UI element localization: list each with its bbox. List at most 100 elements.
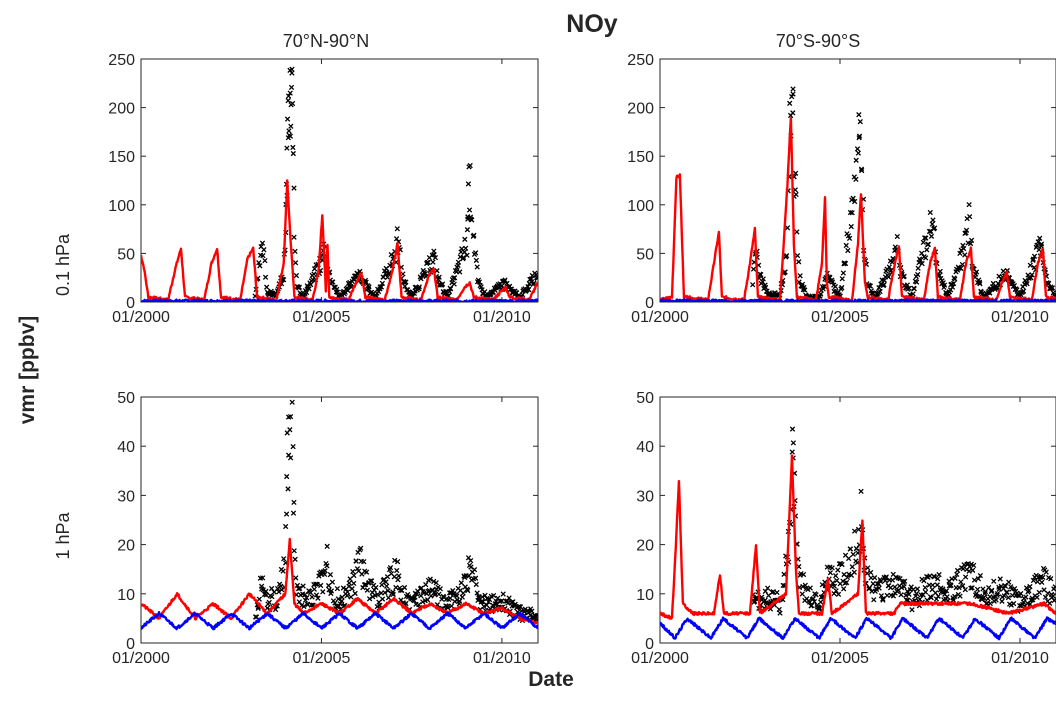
- series-obs-marker: [931, 225, 938, 231]
- series-obs-marker: [259, 240, 266, 246]
- series-obs-marker: [500, 591, 506, 597]
- series-obs-marker: [871, 575, 878, 581]
- series-obs-marker: [473, 581, 479, 588]
- series-obs-marker: [471, 566, 478, 573]
- series-obs-marker: [765, 585, 771, 591]
- row-label-bottom: 1 hPa: [53, 511, 73, 559]
- series-obs-marker: [351, 580, 357, 587]
- series-obs-marker: [906, 591, 912, 597]
- series-obs-marker: [374, 591, 381, 598]
- series-obs-marker: [384, 274, 391, 280]
- series-obs-marker: [512, 601, 518, 607]
- series-obs-marker: [930, 217, 936, 223]
- y-tick-label: 0: [126, 636, 135, 653]
- y-tick-label: 40: [636, 439, 654, 456]
- series-obs-marker: [432, 254, 439, 261]
- series-obs-marker: [297, 585, 303, 592]
- series-obs-marker: [962, 574, 969, 580]
- y-tick-label: 100: [108, 198, 135, 215]
- series-obs-marker: [392, 557, 398, 564]
- series-obs-marker: [291, 234, 297, 240]
- series-obs-marker: [456, 598, 463, 604]
- series-obs-marker: [285, 59, 291, 60]
- series-obs-marker: [999, 598, 1005, 604]
- series-model_a-line: [141, 179, 538, 302]
- series-obs-marker: [796, 279, 802, 285]
- series-obs-marker: [400, 271, 406, 277]
- y-tick-label: 50: [636, 246, 654, 263]
- series-obs-marker: [474, 264, 480, 270]
- series-obs-marker: [481, 603, 487, 610]
- series-obs-marker: [927, 209, 933, 216]
- series-model_b-line: [141, 298, 538, 302]
- series-obs-marker: [950, 280, 957, 287]
- y-tick-label: 0: [126, 295, 135, 312]
- series-obs-marker: [870, 581, 876, 587]
- series-obs-marker: [922, 589, 929, 595]
- series-obs-marker: [285, 93, 292, 99]
- series-obs-marker: [370, 594, 376, 600]
- series-obs-marker: [847, 546, 854, 552]
- series-obs-marker: [920, 239, 926, 246]
- series-obs-marker: [1026, 587, 1032, 594]
- series-obs-marker: [922, 255, 929, 261]
- series-obs-marker: [827, 570, 834, 576]
- series-obs-marker: [1037, 235, 1043, 241]
- series-obs-marker: [395, 577, 401, 583]
- series-obs-marker: [1043, 569, 1049, 575]
- series-obs-marker: [1005, 594, 1012, 601]
- series-obs-marker: [363, 279, 369, 285]
- series-obs-marker: [534, 616, 538, 623]
- x-tick-label: 01/2000: [112, 650, 170, 667]
- series-obs-marker: [976, 279, 983, 285]
- series-obs-marker: [328, 588, 335, 594]
- plot-area: [141, 59, 538, 302]
- series-obs-marker: [303, 289, 310, 296]
- series-obs-marker: [292, 556, 298, 562]
- series-obs-marker: [379, 280, 386, 287]
- series-obs-marker: [840, 270, 847, 276]
- series-obs-marker: [309, 594, 315, 600]
- series-obs-marker: [455, 259, 462, 265]
- series-obs-marker: [479, 594, 486, 600]
- series-obs-marker: [1014, 287, 1020, 293]
- series-obs-marker: [911, 286, 917, 292]
- y-tick-label: 250: [108, 52, 135, 69]
- series-obs-marker: [416, 284, 422, 290]
- series-obs-marker: [975, 576, 982, 582]
- series-obs-marker: [290, 510, 297, 516]
- series-obs-marker: [977, 281, 983, 287]
- series-obs-marker: [502, 277, 508, 283]
- series-obs-marker: [950, 597, 957, 603]
- series-obs-marker: [876, 585, 882, 591]
- y-tick-label: 200: [627, 101, 654, 118]
- series-obs-marker: [1031, 253, 1038, 259]
- series-obs-marker: [881, 277, 887, 283]
- series-obs-marker: [848, 223, 854, 230]
- panel-north-0p1hpa: 0 50 100 150 200 250 01/2000 01/2005 01/2010: [108, 52, 539, 326]
- series-obs-marker: [368, 578, 375, 584]
- series-obs-marker: [337, 601, 343, 607]
- series-obs-marker: [262, 274, 269, 280]
- series-obs-marker: [296, 284, 302, 290]
- series-obs-marker: [488, 289, 495, 295]
- x-tick-label: 01/2010: [473, 650, 531, 667]
- series-obs-marker: [993, 597, 999, 603]
- y-tick-label: 20: [636, 538, 654, 555]
- series-obs-marker: [394, 226, 400, 232]
- series-obs-marker: [970, 567, 976, 573]
- series-obs-marker: [843, 579, 850, 586]
- plot-area: [141, 399, 538, 631]
- series-obs-marker: [865, 565, 871, 571]
- series-obs-marker: [1040, 574, 1046, 581]
- series-obs-marker: [447, 595, 453, 601]
- series-obs-marker: [987, 600, 993, 607]
- series-obs-marker: [510, 288, 516, 294]
- series-obs-marker: [1001, 593, 1007, 599]
- series-obs-marker: [394, 559, 401, 565]
- series-obs-marker: [994, 590, 1001, 597]
- series-obs-marker: [921, 578, 927, 584]
- series-obs-marker: [467, 162, 473, 169]
- series-obs-marker: [385, 595, 392, 601]
